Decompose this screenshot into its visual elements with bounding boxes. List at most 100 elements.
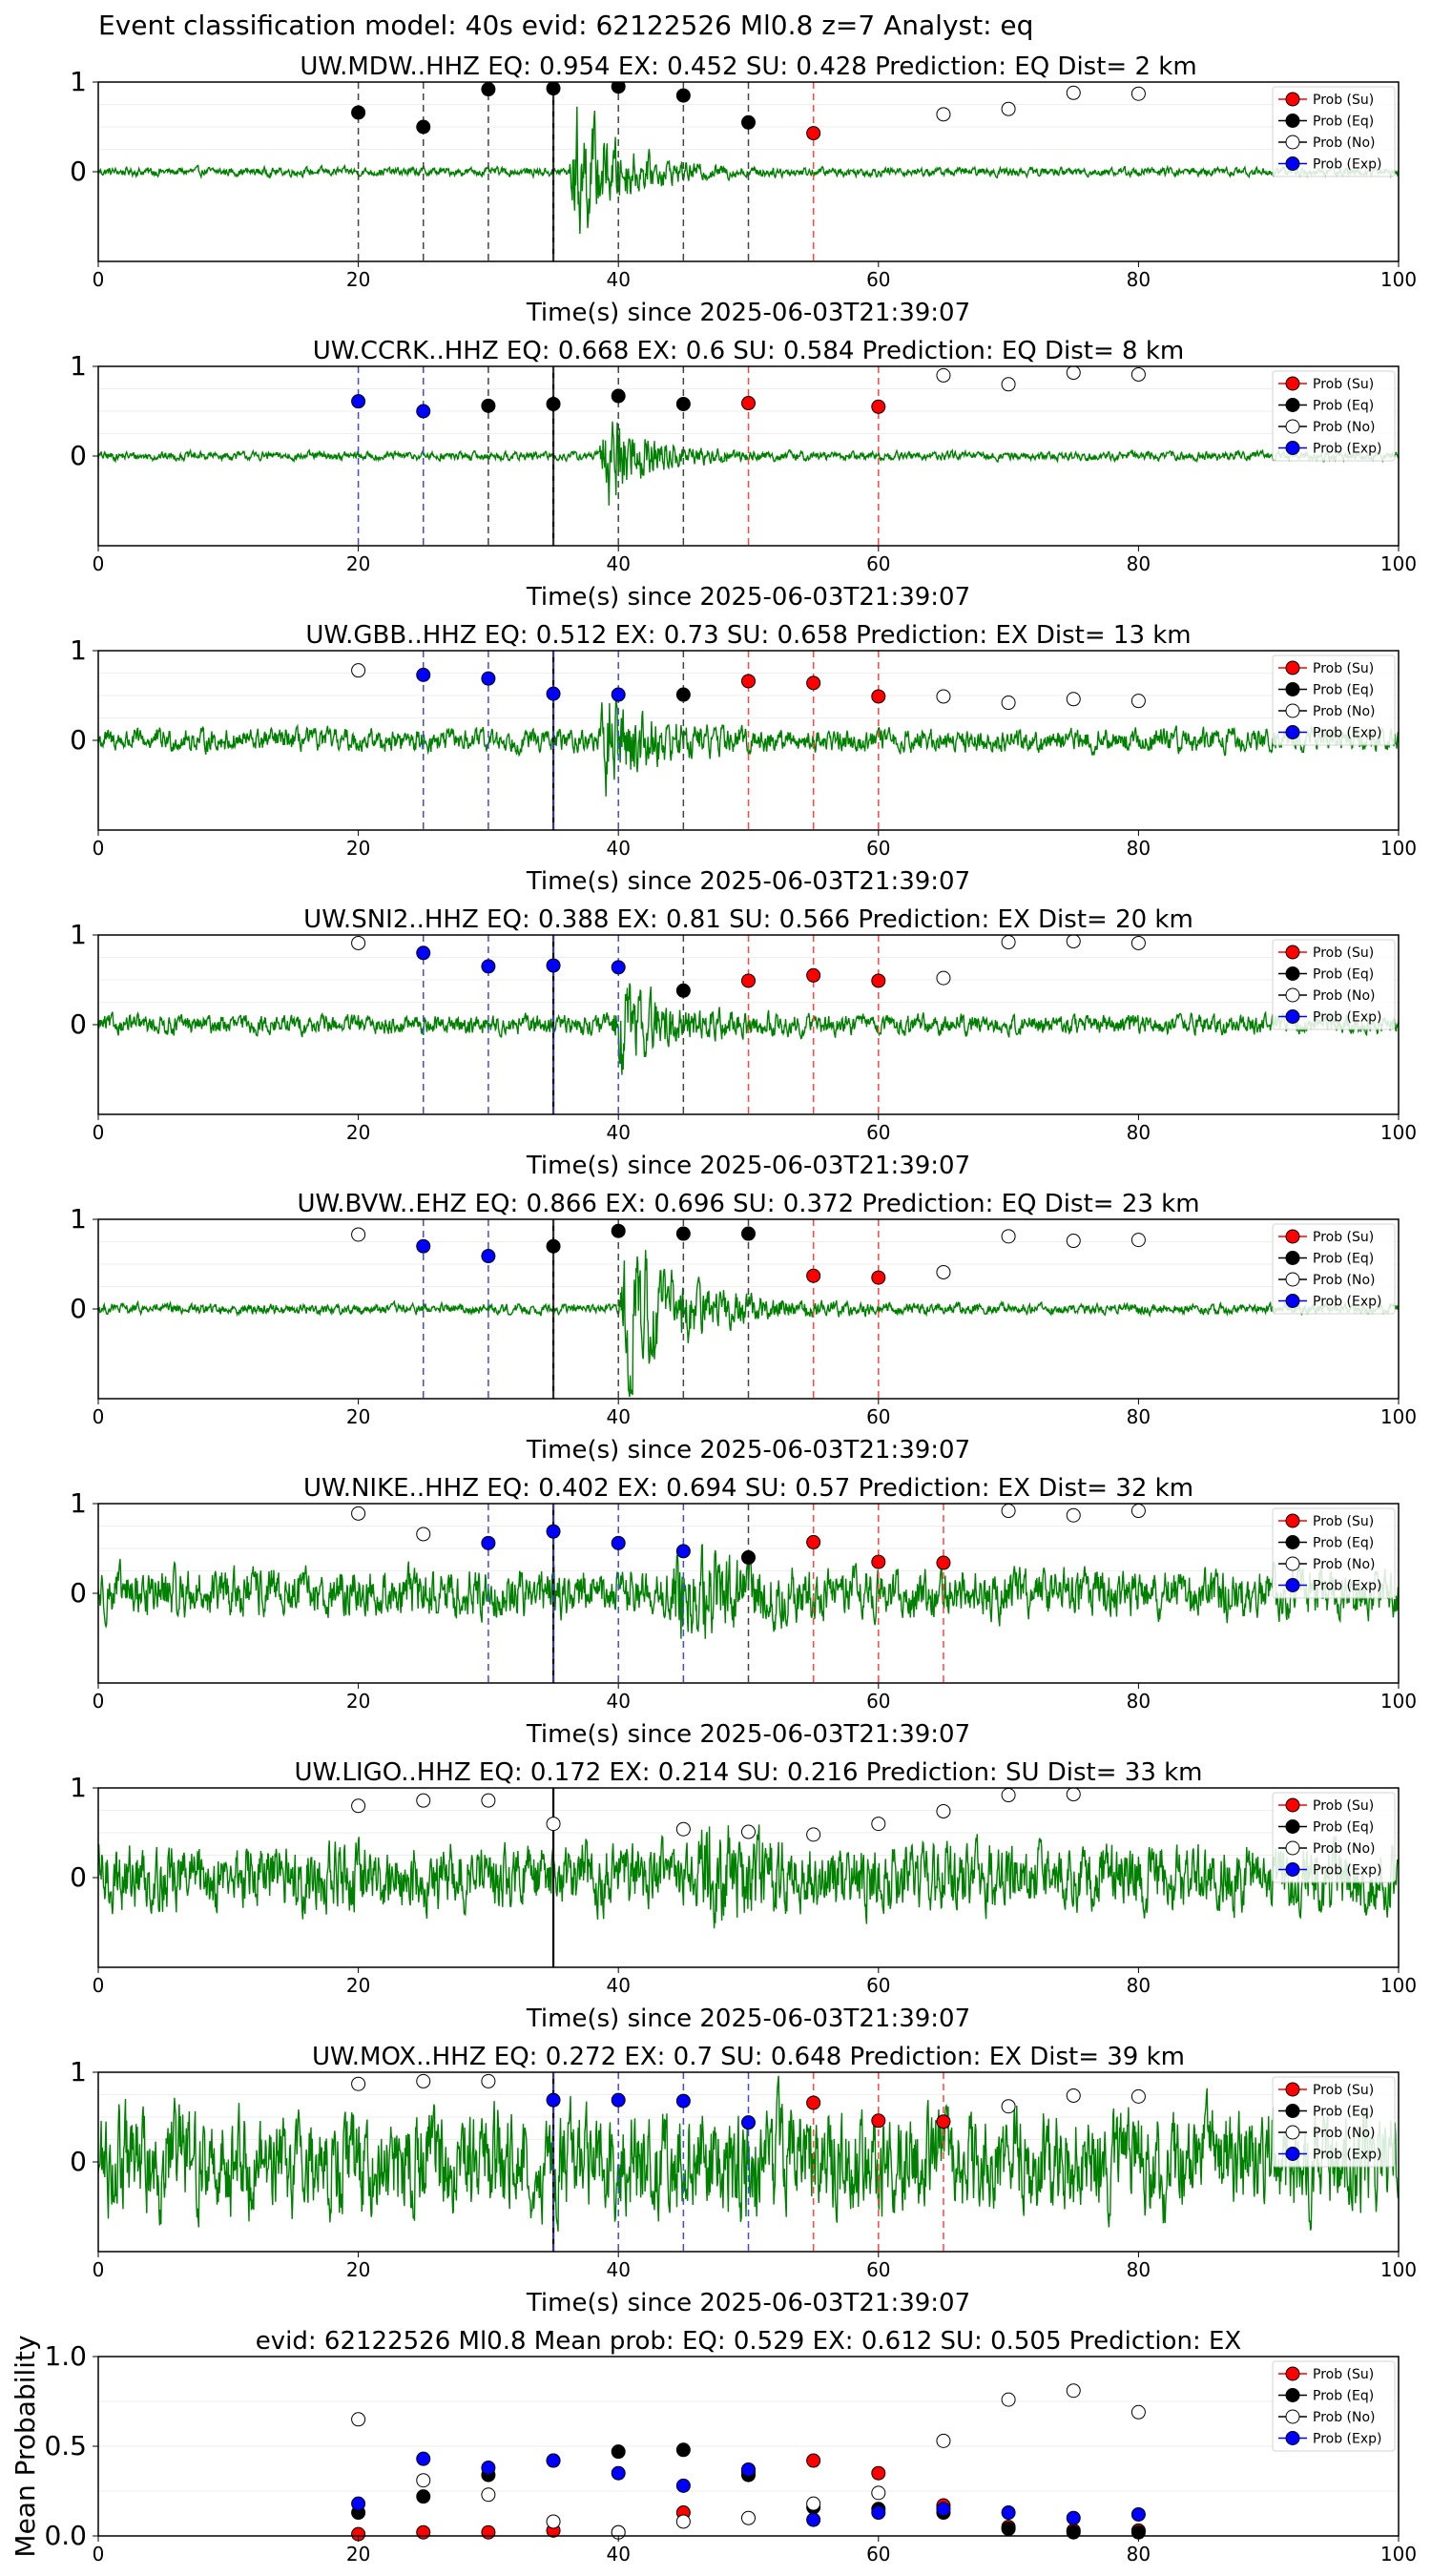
legend-marker-exp	[1285, 2147, 1300, 2161]
legend-marker-no	[1285, 1556, 1300, 1571]
x-tick-label: 40	[606, 552, 630, 575]
legend: Prob (Su) Prob (Eq) Prob (No) Prob (Exp)	[1272, 1507, 1396, 1599]
prob-point-exp	[741, 2115, 756, 2130]
y-tick-label: 1	[70, 1487, 87, 1519]
y-tick-label: 1	[70, 2056, 87, 2088]
legend-marker-exp	[1285, 725, 1300, 739]
prob-point-no	[1130, 694, 1146, 709]
legend-marker-su	[1285, 2366, 1300, 2381]
legend: Prob (Su) Prob (Eq) Prob (No) Prob (Exp)	[1272, 86, 1396, 177]
legend-label: Prob (Su)	[1313, 1798, 1374, 1814]
y-tick-label: 0.0	[44, 2520, 87, 2551]
prob-point-eq	[611, 388, 626, 404]
legend-label: Prob (No)	[1313, 2410, 1376, 2425]
legend-marker-eq	[1285, 1819, 1300, 1834]
legend-label: Prob (Su)	[1313, 2367, 1374, 2382]
legend-marker-no	[1285, 1840, 1300, 1856]
prob-point-exp	[546, 1524, 561, 1539]
legend-label: Prob (No)	[1313, 2126, 1376, 2141]
legend-box	[1272, 1507, 1396, 1599]
prob-point-eq	[741, 1226, 756, 1241]
panel-title: UW.NIKE..HHZ EQ: 0.402 EX: 0.694 SU: 0.5…	[303, 1474, 1193, 1503]
x-tick-label: 0	[93, 837, 105, 860]
legend-label: Prob (Su)	[1313, 2083, 1374, 2098]
mean-point-exp	[1130, 2506, 1146, 2522]
x-tick-label: 80	[1127, 552, 1151, 575]
legend-marker-su	[1285, 1229, 1300, 1244]
legend-label: Prob (Su)	[1313, 1514, 1374, 1529]
prob-point-exp	[416, 945, 431, 961]
x-tick-label: 20	[346, 1121, 370, 1144]
mean-probability-panel: 0.0 0.5 1.0 0 20 40 60 80 100 evid: 62122526 Ml0.…	[10, 2327, 1417, 2566]
legend-marker-su	[1285, 376, 1300, 391]
prob-point-su	[871, 689, 886, 704]
waveform-trace	[98, 2075, 1399, 2232]
legend-label: Prob (Su)	[1313, 1230, 1374, 1245]
panel-title: UW.GBB..HHZ EQ: 0.512 EX: 0.73 SU: 0.658…	[305, 621, 1191, 650]
prob-point-eq	[546, 82, 561, 96]
x-tick-label: 60	[866, 837, 890, 860]
mean-point-no	[871, 2485, 886, 2501]
x-tick-label: 0	[93, 2543, 105, 2566]
legend-marker-exp	[1285, 441, 1300, 455]
prob-point-su	[871, 2113, 886, 2129]
mean-point-su	[416, 2524, 431, 2540]
x-tick-label: 40	[606, 1405, 630, 1428]
x-tick-label: 20	[346, 552, 370, 575]
mean-point-no	[1001, 2392, 1016, 2407]
prob-point-eq	[741, 1549, 756, 1565]
mean-point-exp	[675, 2478, 691, 2493]
plot-area	[98, 366, 1399, 546]
legend-label: Prob (Exp)	[1313, 157, 1382, 173]
mean-point-no	[806, 2496, 821, 2511]
x-tick-label: 20	[346, 2543, 370, 2566]
prob-point-su	[936, 2114, 951, 2129]
x-tick-label: 100	[1380, 1974, 1417, 1997]
x-axis-label: Time(s) since 2025-06-03T21:39:07	[526, 2289, 970, 2317]
legend: Prob (Su) Prob (Eq) Prob (No) Prob (Exp)	[1272, 370, 1396, 462]
legend: Prob (Su) Prob (Eq) Prob (No) Prob (Exp)	[1272, 1223, 1396, 1315]
waveform-trace	[98, 106, 1399, 235]
legend-marker-eq	[1285, 966, 1300, 981]
x-tick-label: 0	[93, 1405, 105, 1428]
mean-point-eq	[1066, 2524, 1081, 2540]
legend-marker-eq	[1285, 114, 1300, 128]
x-axis-label: Time(s) since 2025-06-03T21:39:07	[526, 1152, 970, 1180]
legend-marker-eq	[1285, 1535, 1300, 1549]
legend-marker-exp	[1285, 1009, 1300, 1024]
x-axis-label: Time(s) since 2025-06-03T21:39:07	[526, 2005, 970, 2033]
y-tick-label: 1	[70, 350, 87, 382]
legend-marker-exp	[1285, 1862, 1300, 1877]
panel-title: evid: 62122526 Ml0.8 Mean prob: EQ: 0.52…	[256, 2327, 1241, 2356]
legend-label: Prob (Eq)	[1313, 114, 1374, 130]
panel-title: UW.LIGO..HHZ EQ: 0.172 EX: 0.214 SU: 0.2…	[294, 1758, 1202, 1787]
prob-point-exp	[481, 1249, 496, 1264]
y-axis-label: Mean Probability	[10, 2335, 41, 2557]
waveform-trace	[98, 1824, 1399, 1929]
prob-point-eq	[675, 983, 691, 998]
mean-point-exp	[1066, 2510, 1081, 2525]
y-tick-label: 1	[70, 634, 87, 666]
prob-point-exp	[481, 1535, 496, 1550]
legend-label: Prob (Exp)	[1313, 1295, 1382, 1310]
legend-marker-su	[1285, 945, 1300, 960]
prob-point-no	[871, 1817, 886, 1832]
prob-point-su	[741, 674, 756, 689]
prob-point-exp	[481, 671, 496, 686]
mean-point-no	[546, 2514, 561, 2529]
x-tick-label: 100	[1380, 837, 1417, 860]
x-tick-label: 0	[93, 1690, 105, 1713]
legend-box	[1272, 1223, 1396, 1315]
mean-point-exp	[741, 2462, 756, 2477]
prob-point-eq	[611, 82, 626, 94]
x-tick-label: 20	[346, 837, 370, 860]
prob-point-eq	[675, 396, 691, 411]
panel-title: UW.BVW..EHZ EQ: 0.866 EX: 0.696 SU: 0.37…	[297, 1190, 1199, 1218]
x-tick-label: 80	[1127, 1121, 1151, 1144]
mean-point-no	[741, 2510, 756, 2525]
legend: Prob (Su) Prob (Eq) Prob (No) Prob (Exp)	[1272, 939, 1396, 1030]
legend-label: Prob (Su)	[1313, 93, 1374, 108]
prob-point-no	[936, 107, 951, 122]
